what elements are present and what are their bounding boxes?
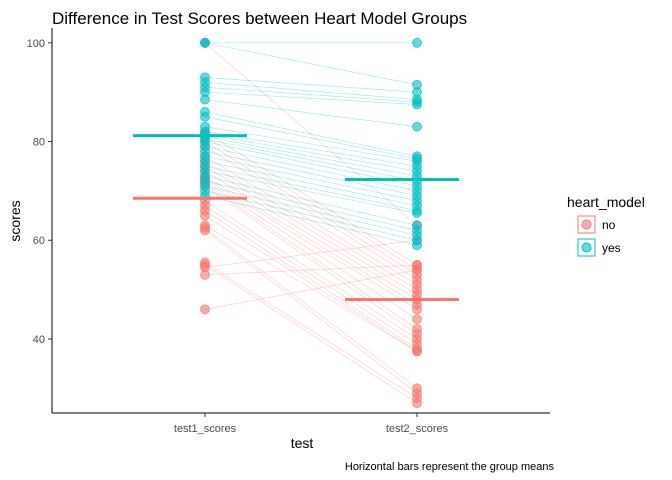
connector-line-no: [204, 131, 418, 266]
y-tick-label: 40: [33, 334, 45, 346]
connector-line-yes: [204, 111, 418, 157]
connector-line-no: [204, 205, 418, 345]
x-tick-label: test1_scores: [174, 423, 237, 435]
data-point-yes: [412, 99, 422, 110]
connector-line-no: [204, 170, 418, 300]
connector-line-no: [204, 215, 418, 352]
x-axis-title: test: [291, 435, 314, 451]
connector-line-no: [204, 185, 418, 335]
connector-line-yes: [204, 155, 418, 202]
connector-line-no: [204, 239, 418, 268]
data-point-no: [412, 398, 422, 409]
connector-line-yes: [204, 126, 418, 162]
connector-line-no: [204, 227, 418, 389]
legend-key-yes-point: [581, 242, 592, 253]
data-point-no: [200, 210, 210, 221]
data-point-no: [200, 269, 210, 280]
connector-line-yes: [204, 99, 418, 128]
data-point-yes: [412, 121, 422, 132]
connector-line-no: [204, 180, 418, 320]
connector-line-no: [204, 156, 418, 285]
y-tick-label: 80: [33, 137, 45, 149]
data-point-no: [412, 304, 422, 315]
data-point-yes: [412, 208, 422, 218]
data-point-yes: [200, 111, 210, 122]
connector-line-yes: [204, 146, 418, 192]
legend-key-yes: [577, 238, 596, 257]
x-tick-label: test2_scores: [386, 423, 449, 435]
connector-line-yes: [204, 42, 418, 86]
connector-line-no: [204, 175, 418, 305]
y-tick-label: 60: [33, 235, 45, 247]
connector-line-no: [204, 178, 418, 310]
connector-line-no: [204, 136, 418, 271]
connector-line-yes: [204, 180, 418, 231]
data-point-no: [412, 264, 422, 275]
connector-line-no: [204, 269, 418, 310]
connector-line-yes: [204, 116, 418, 160]
connector-line-no: [204, 165, 418, 295]
connector-line-yes: [204, 81, 418, 100]
connector-line-no: [204, 200, 418, 340]
connector-line-yes: [204, 138, 418, 182]
data-point-no: [412, 314, 422, 325]
connector-line-yes: [204, 151, 418, 197]
connector-line-no: [204, 210, 418, 350]
connector-line-no: [204, 42, 418, 226]
connector-line-no: [204, 141, 418, 276]
data-point-yes: [200, 37, 210, 48]
connector-line-no: [204, 225, 418, 352]
connector-line-yes: [204, 175, 418, 226]
y-axis-title: scores: [7, 200, 23, 241]
legend-key-no: [577, 215, 596, 234]
chart-title: Difference in Test Scores between Heart …: [52, 9, 467, 28]
y-axis-ticks: 40 60 80 100: [27, 38, 52, 346]
data-point-yes: [200, 94, 210, 105]
legend-label-yes: yes: [602, 241, 621, 255]
data-point-no: [200, 304, 210, 315]
connector-line-no: [204, 146, 418, 281]
data-point-no: [412, 346, 422, 357]
data-point-yes: [412, 240, 422, 251]
connector-line-yes: [204, 170, 418, 214]
legend-key-no-point: [581, 219, 592, 230]
connector-line-yes: [204, 185, 418, 236]
connector-line-yes: [204, 195, 418, 246]
connector-line-yes: [204, 77, 418, 93]
connector-line-no: [204, 262, 418, 399]
legend-label-no: no: [602, 218, 616, 232]
legend-title: heart_model: [567, 194, 645, 210]
data-point-yes: [412, 37, 422, 48]
connector-line-no: [204, 230, 418, 394]
legend: heart_model no yes: [567, 194, 645, 257]
connector-line-yes: [204, 131, 418, 167]
connector-line-yes: [204, 165, 418, 211]
y-tick-label: 100: [27, 38, 45, 50]
connector-line-no: [204, 264, 418, 276]
plot-area: [133, 37, 459, 409]
connector-line-no: [204, 160, 418, 290]
x-axis-ticks: test1_scores test2_scores: [174, 413, 449, 435]
connector-line-yes: [204, 86, 418, 103]
data-point-no: [200, 225, 210, 236]
connector-line-yes: [204, 136, 418, 177]
connector-line-yes: [204, 133, 418, 172]
connector-line-yes: [204, 160, 418, 207]
connector-line-no: [204, 264, 418, 404]
chart-caption: Horizontal bars represent the group mean…: [345, 461, 555, 473]
connector-line-no: [204, 183, 418, 330]
connector-line-yes: [204, 91, 418, 105]
